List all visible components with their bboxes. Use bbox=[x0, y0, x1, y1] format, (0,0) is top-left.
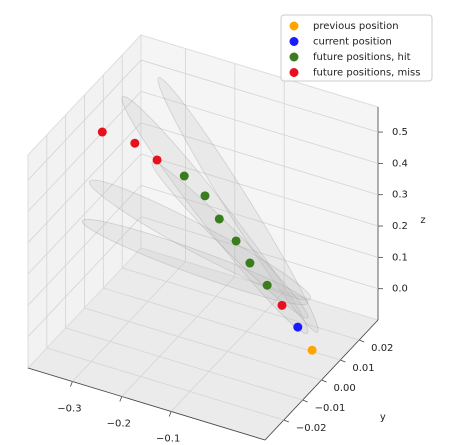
legend-marker bbox=[289, 21, 299, 31]
z-tick-label: 0.2 bbox=[392, 221, 408, 232]
grid-line bbox=[140, 59, 379, 133]
point bbox=[231, 236, 241, 246]
grid-line bbox=[27, 216, 142, 337]
tick-mark bbox=[302, 399, 308, 403]
panes: −0.3 −0.2 −0.1 −0.02 −0.01 0.00 0.01 0.02 0.0 0.1… bbox=[27, 33, 426, 445]
point bbox=[277, 300, 287, 310]
grid-line bbox=[140, 153, 379, 227]
z-tick-label: 0.5 bbox=[392, 127, 408, 138]
grid-line bbox=[27, 153, 142, 275]
grid-line bbox=[65, 327, 303, 401]
legend-marker bbox=[289, 68, 299, 77]
grid-line bbox=[27, 185, 142, 306]
ellipse bbox=[151, 161, 309, 319]
grid-line bbox=[140, 122, 379, 196]
grid-line bbox=[122, 267, 360, 341]
x-tick-label: −0.2 bbox=[107, 419, 131, 430]
point bbox=[130, 138, 140, 148]
point bbox=[245, 258, 255, 268]
tick-mark bbox=[340, 359, 346, 363]
x-tick-label: −0.3 bbox=[57, 404, 81, 415]
axis-line bbox=[27, 367, 266, 441]
legend-label: future positions, miss bbox=[313, 68, 420, 79]
point bbox=[179, 171, 189, 181]
point bbox=[152, 155, 162, 165]
grid-line bbox=[27, 59, 142, 181]
point bbox=[214, 214, 224, 224]
z-tick-label: 0.3 bbox=[392, 190, 408, 201]
z-tick-label: 0.1 bbox=[392, 252, 408, 263]
marks bbox=[97, 127, 317, 355]
y-axis-label: y bbox=[380, 412, 386, 423]
grid-line bbox=[84, 307, 322, 381]
y-tick-label: −0.02 bbox=[296, 423, 327, 434]
legend-marker bbox=[289, 52, 299, 62]
ellipse bbox=[157, 77, 319, 333]
y-tick-label: 0.02 bbox=[371, 343, 393, 354]
y-tick-label: −0.01 bbox=[315, 403, 346, 414]
grid-line bbox=[27, 122, 142, 243]
point bbox=[262, 280, 272, 290]
x-tick-label: −0.1 bbox=[156, 434, 180, 445]
z-axis-label: z bbox=[420, 215, 425, 226]
grid-line bbox=[46, 347, 284, 421]
ellipse bbox=[121, 96, 309, 334]
grid-line bbox=[140, 184, 379, 258]
grid-line bbox=[140, 216, 379, 290]
point bbox=[200, 191, 210, 201]
point bbox=[293, 322, 303, 332]
point bbox=[97, 127, 107, 137]
ellipse bbox=[81, 219, 309, 305]
ellipse bbox=[89, 179, 311, 301]
tick-mark bbox=[70, 381, 73, 387]
y-tick-label: 0.00 bbox=[334, 383, 356, 394]
tick-mark bbox=[359, 339, 365, 343]
tick-mark bbox=[321, 379, 327, 383]
z-tick-label: 0.4 bbox=[392, 158, 408, 169]
x-axis-label: x bbox=[132, 443, 138, 445]
tick-mark bbox=[168, 411, 172, 417]
z-tick-label: 0.0 bbox=[392, 284, 408, 295]
legend-label: current position bbox=[313, 37, 392, 48]
legend-label: future positions, hit bbox=[313, 52, 411, 63]
grid-line bbox=[103, 287, 341, 361]
point bbox=[307, 345, 317, 355]
legend-marker bbox=[289, 37, 299, 46]
grid-line bbox=[27, 91, 142, 212]
grid-line bbox=[140, 90, 379, 164]
y-tick-label: 0.01 bbox=[352, 363, 374, 374]
tick-mark bbox=[283, 419, 289, 423]
tick-mark bbox=[119, 396, 123, 402]
legend: previous position current position future … bbox=[280, 14, 433, 82]
uncertainty-ellipses bbox=[81, 77, 319, 334]
legend-box bbox=[280, 14, 433, 82]
legend-label: previous position bbox=[313, 21, 399, 32]
